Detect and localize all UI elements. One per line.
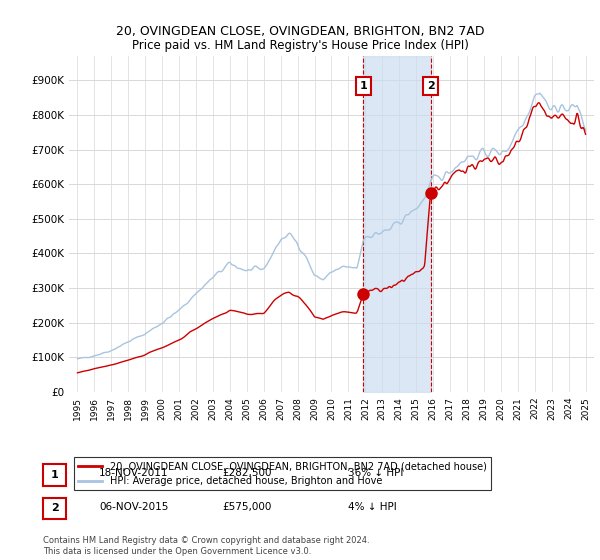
Text: 1: 1 bbox=[359, 81, 367, 91]
Text: Price paid vs. HM Land Registry's House Price Index (HPI): Price paid vs. HM Land Registry's House … bbox=[131, 39, 469, 52]
Text: 36% ↓ HPI: 36% ↓ HPI bbox=[348, 468, 403, 478]
Text: Contains HM Land Registry data © Crown copyright and database right 2024.
This d: Contains HM Land Registry data © Crown c… bbox=[43, 536, 370, 556]
Text: £575,000: £575,000 bbox=[222, 502, 271, 512]
Text: 2: 2 bbox=[51, 503, 58, 514]
Text: £282,500: £282,500 bbox=[222, 468, 271, 478]
Text: 2: 2 bbox=[427, 81, 434, 91]
Text: 4% ↓ HPI: 4% ↓ HPI bbox=[348, 502, 397, 512]
Legend: 20, OVINGDEAN CLOSE, OVINGDEAN, BRIGHTON, BN2 7AD (detached house), HPI: Average: 20, OVINGDEAN CLOSE, OVINGDEAN, BRIGHTON… bbox=[74, 458, 491, 490]
Text: 20, OVINGDEAN CLOSE, OVINGDEAN, BRIGHTON, BN2 7AD: 20, OVINGDEAN CLOSE, OVINGDEAN, BRIGHTON… bbox=[116, 25, 484, 38]
Text: 06-NOV-2015: 06-NOV-2015 bbox=[99, 502, 169, 512]
Text: 1: 1 bbox=[51, 470, 58, 480]
Text: 18-NOV-2011: 18-NOV-2011 bbox=[99, 468, 169, 478]
